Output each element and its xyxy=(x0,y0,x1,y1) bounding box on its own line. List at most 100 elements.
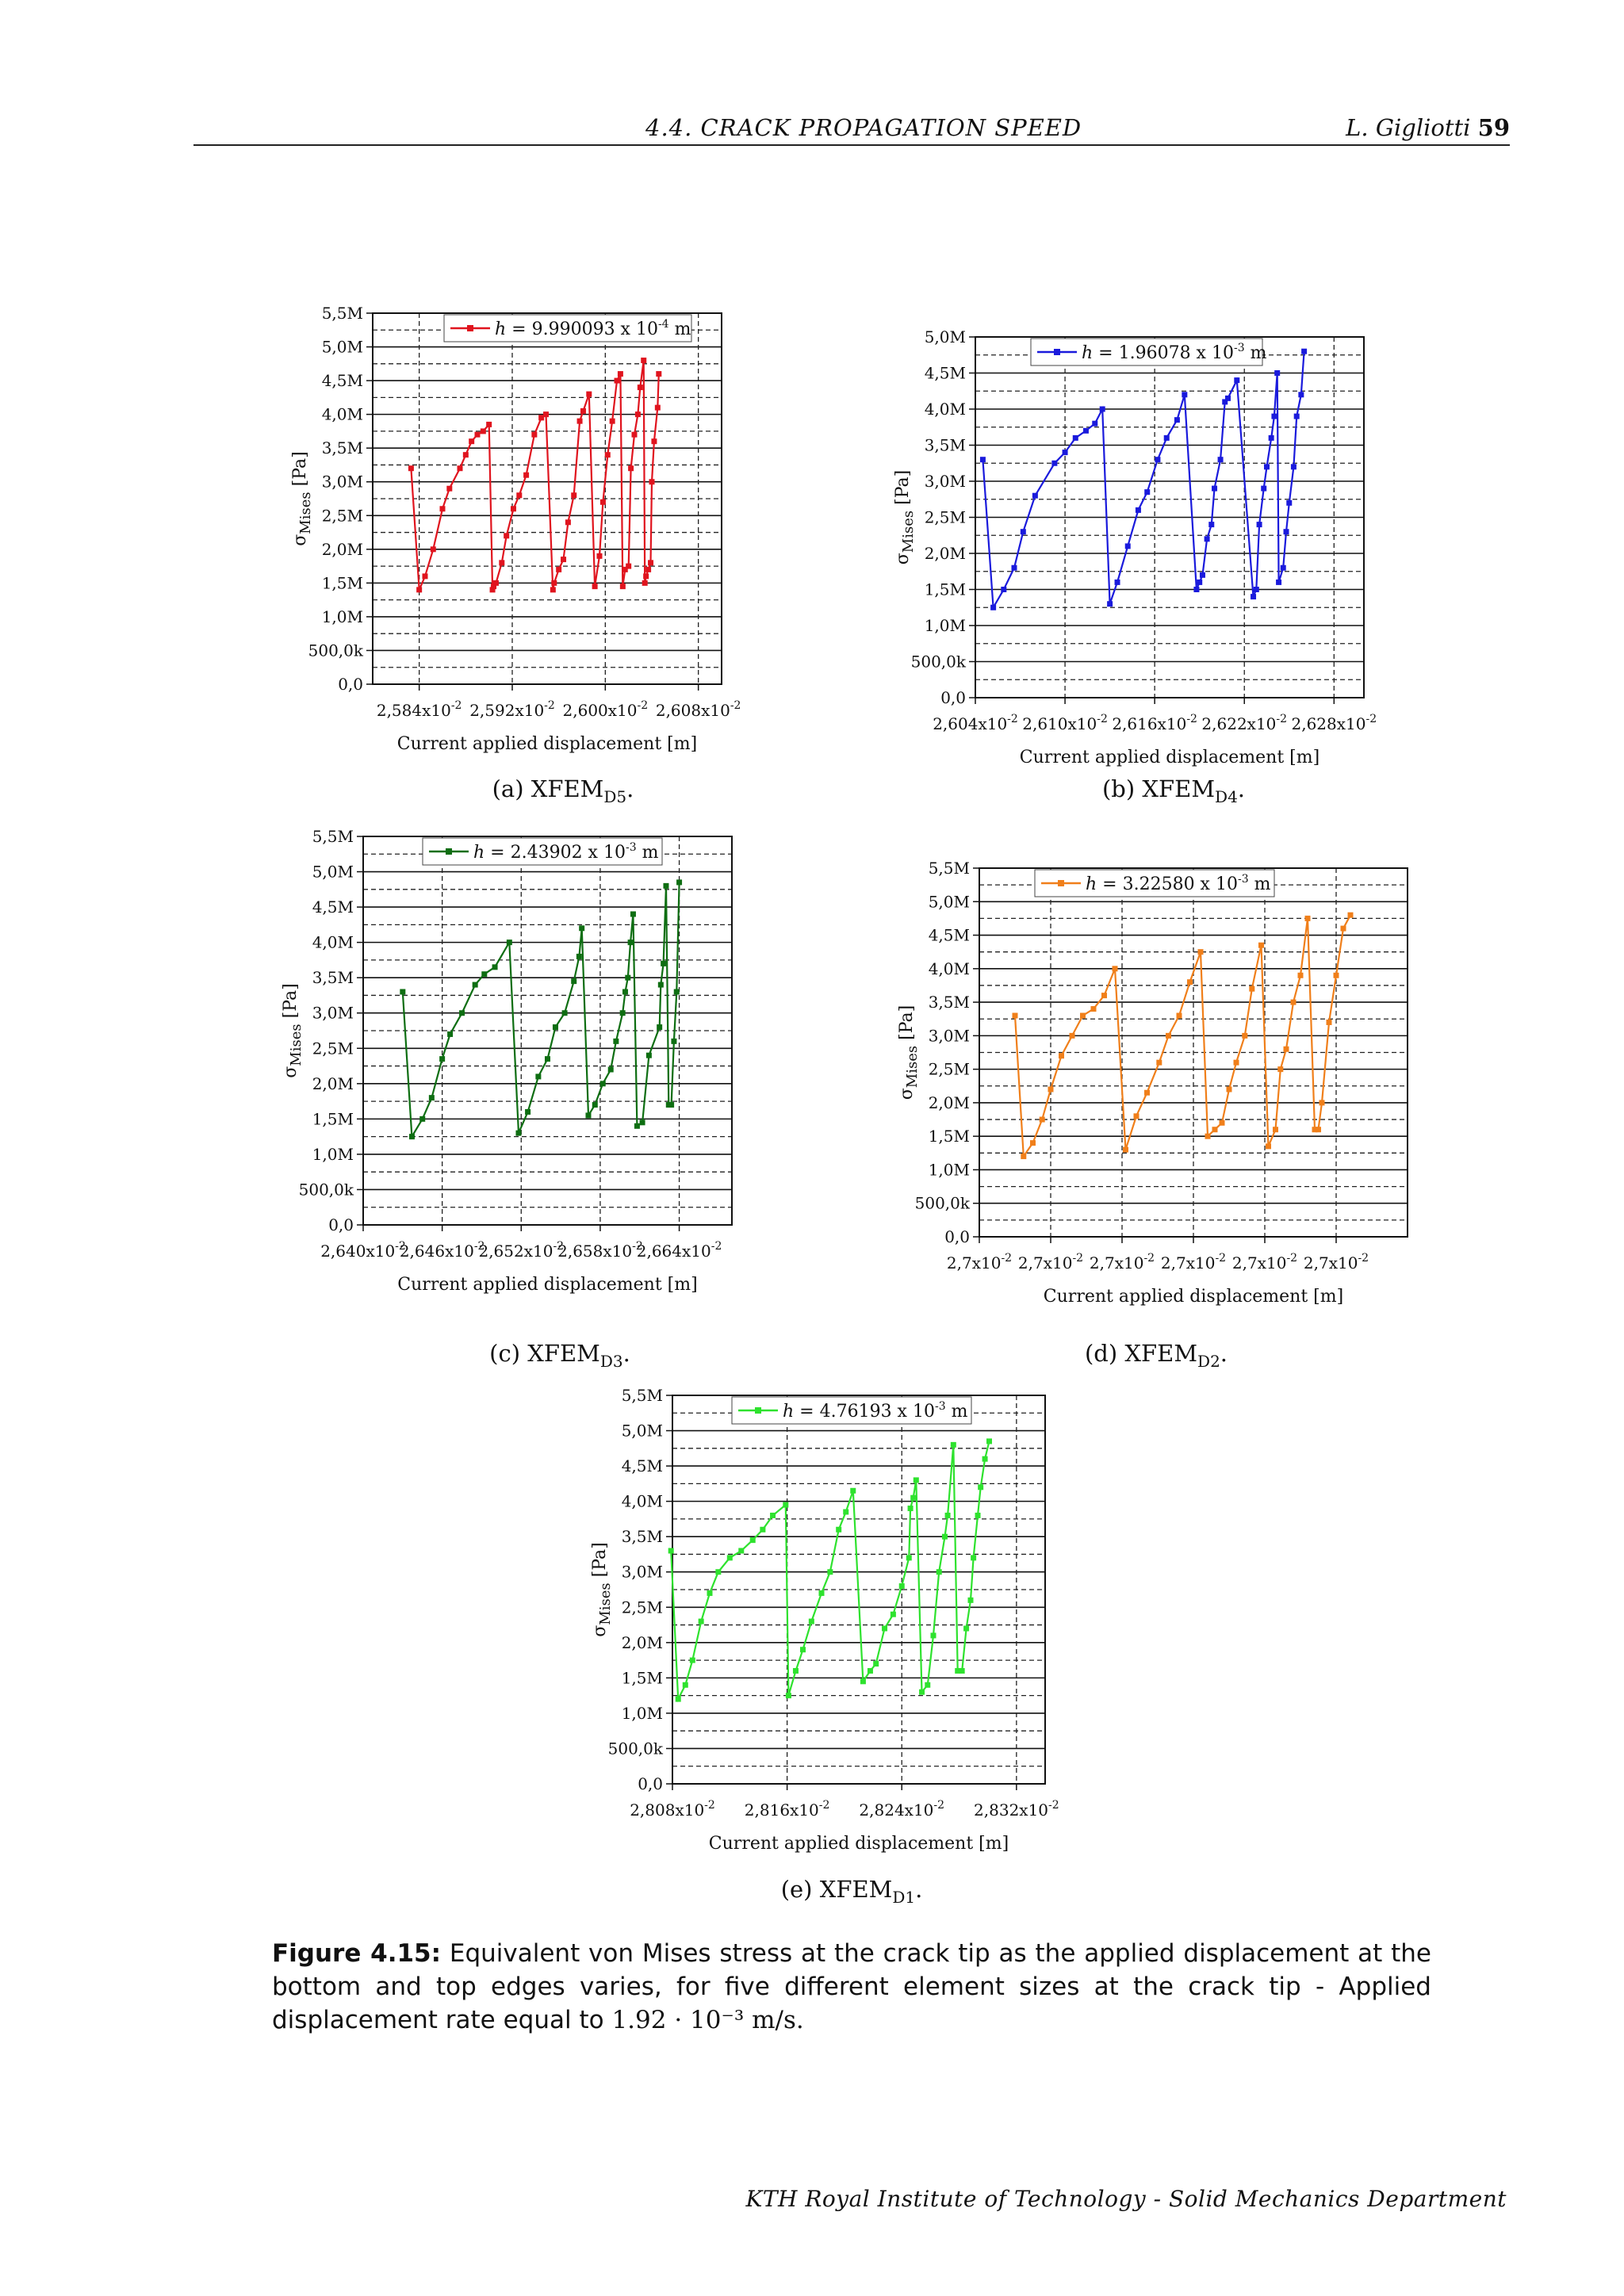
data-point xyxy=(1253,587,1259,592)
legend-marker xyxy=(467,325,473,331)
y-axis-title: σMises [Pa] xyxy=(893,470,917,564)
data-point xyxy=(656,371,662,377)
data-point xyxy=(474,431,481,438)
y-tick-label: 2,5M xyxy=(622,1598,663,1617)
x-tick-label: 2,608x10-2 xyxy=(656,699,741,720)
x-tick-exponent: -2 xyxy=(1001,1252,1012,1265)
data-point xyxy=(657,982,664,988)
legend-h-symbol: h xyxy=(495,320,506,339)
y-axis-unit: [Pa] xyxy=(897,1005,917,1046)
data-point xyxy=(707,1590,713,1596)
x-tick-label: 2,600x10-2 xyxy=(563,699,649,720)
x-tick-exponent: -2 xyxy=(1048,1799,1059,1812)
data-point xyxy=(1205,1133,1211,1139)
data-point xyxy=(619,1010,626,1016)
data-point xyxy=(1059,1053,1064,1059)
data-point xyxy=(760,1526,766,1533)
data-point xyxy=(645,1052,652,1058)
y-tick-label: 3,0M xyxy=(929,1026,970,1045)
x-tick-exponent: -2 xyxy=(1072,1252,1083,1265)
y-axis-unit: [Pa] xyxy=(590,1542,610,1582)
data-point xyxy=(481,971,488,978)
data-point xyxy=(515,1130,522,1136)
data-point xyxy=(1290,464,1297,470)
data-point xyxy=(419,1115,426,1122)
data-point xyxy=(516,492,523,499)
data-point xyxy=(978,1484,984,1490)
data-point xyxy=(592,584,598,590)
chart-e: 0,0 500,0k 1,0M 1,5M 2,0M 2,5M 3,0M 3,5M 4,0M 4,5… xyxy=(590,1386,1059,1854)
data-point xyxy=(1249,985,1255,992)
x-tick-label: 2,7x10-2 xyxy=(947,1252,1012,1272)
data-point xyxy=(657,1024,663,1031)
x-tick-mantissa: 2,628x10 xyxy=(1291,714,1365,733)
x-tick-exponent: -2 xyxy=(544,699,555,712)
legend-h-symbol: h xyxy=(473,843,485,863)
data-point xyxy=(1099,406,1105,412)
data-point xyxy=(462,452,469,458)
caption-c: (c) XFEMD3. xyxy=(489,1340,630,1371)
x-tick-mantissa: 2,664x10 xyxy=(637,1242,711,1261)
data-point xyxy=(585,1112,592,1119)
data-point xyxy=(1051,460,1058,466)
data-point xyxy=(492,964,498,970)
data-point xyxy=(1133,1113,1139,1119)
data-point xyxy=(561,1010,568,1016)
data-point xyxy=(850,1487,856,1494)
y-tick-label: 5,0M xyxy=(929,892,970,911)
x-tick-mantissa: 2,604x10 xyxy=(933,714,1007,733)
data-point xyxy=(556,566,562,572)
data-point xyxy=(654,404,661,411)
data-point xyxy=(982,1456,988,1462)
x-tick-mantissa: 2,7x10 xyxy=(1161,1253,1216,1272)
data-point xyxy=(950,1441,956,1448)
data-point xyxy=(561,557,567,563)
data-point xyxy=(579,925,585,932)
y-axis-subscript: Mises xyxy=(904,1046,921,1088)
data-point xyxy=(898,1583,905,1590)
data-point xyxy=(1256,522,1262,528)
data-point xyxy=(1276,579,1282,585)
x-tick-exponent: -2 xyxy=(1215,1252,1226,1265)
data-point xyxy=(1242,1032,1248,1039)
y-tick-label: 1,0M xyxy=(322,607,363,626)
caption-c-sub: D3 xyxy=(599,1351,623,1371)
x-tick-exponent: -2 xyxy=(730,699,741,712)
data-point xyxy=(576,418,583,424)
data-point xyxy=(944,1512,951,1518)
data-point xyxy=(637,385,643,391)
data-point xyxy=(1176,1012,1182,1019)
caption-e: (e) XFEMD1. xyxy=(780,1876,923,1907)
data-point xyxy=(890,1611,896,1617)
data-point xyxy=(860,1678,866,1685)
data-point xyxy=(408,1134,415,1140)
data-point xyxy=(604,452,611,458)
y-tick-label: 4,5M xyxy=(622,1456,663,1475)
data-point xyxy=(1347,912,1354,918)
data-point xyxy=(770,1512,776,1518)
x-tick-label: 2,604x10-2 xyxy=(933,713,1018,733)
legend-unit: m xyxy=(1249,874,1271,894)
plot-frame xyxy=(979,867,1408,1238)
caption-b-text: (b) XFEM xyxy=(1101,775,1216,802)
y-axis-subscript: Mises xyxy=(297,492,314,534)
series-line xyxy=(401,882,680,1140)
data-point xyxy=(1144,489,1151,496)
data-point xyxy=(1290,999,1297,1005)
x-tick-exponent: -2 xyxy=(638,699,649,712)
data-point xyxy=(1135,507,1141,513)
data-point xyxy=(800,1647,806,1653)
data-point xyxy=(1199,572,1205,578)
x-tick-exponent: -2 xyxy=(711,1240,722,1253)
y-tick-label: 2,5M xyxy=(322,506,363,525)
y-tick-label: 5,0M xyxy=(312,863,354,882)
x-tick-mantissa: 2,7x10 xyxy=(1090,1253,1144,1272)
y-tick-label: 3,0M xyxy=(925,472,966,491)
data-point xyxy=(986,1438,992,1445)
data-point xyxy=(1326,1019,1332,1025)
y-axis-subscript: Mises xyxy=(597,1582,614,1624)
data-point xyxy=(535,1073,542,1080)
x-axis-title: Current applied displacement [m] xyxy=(1020,748,1320,767)
chart-c: 0,0 500,0k 1,0M 1,5M 2,0M 2,5M 3,0M 3,5M 4,0M 4,5… xyxy=(281,827,733,1295)
data-point xyxy=(1264,464,1270,470)
